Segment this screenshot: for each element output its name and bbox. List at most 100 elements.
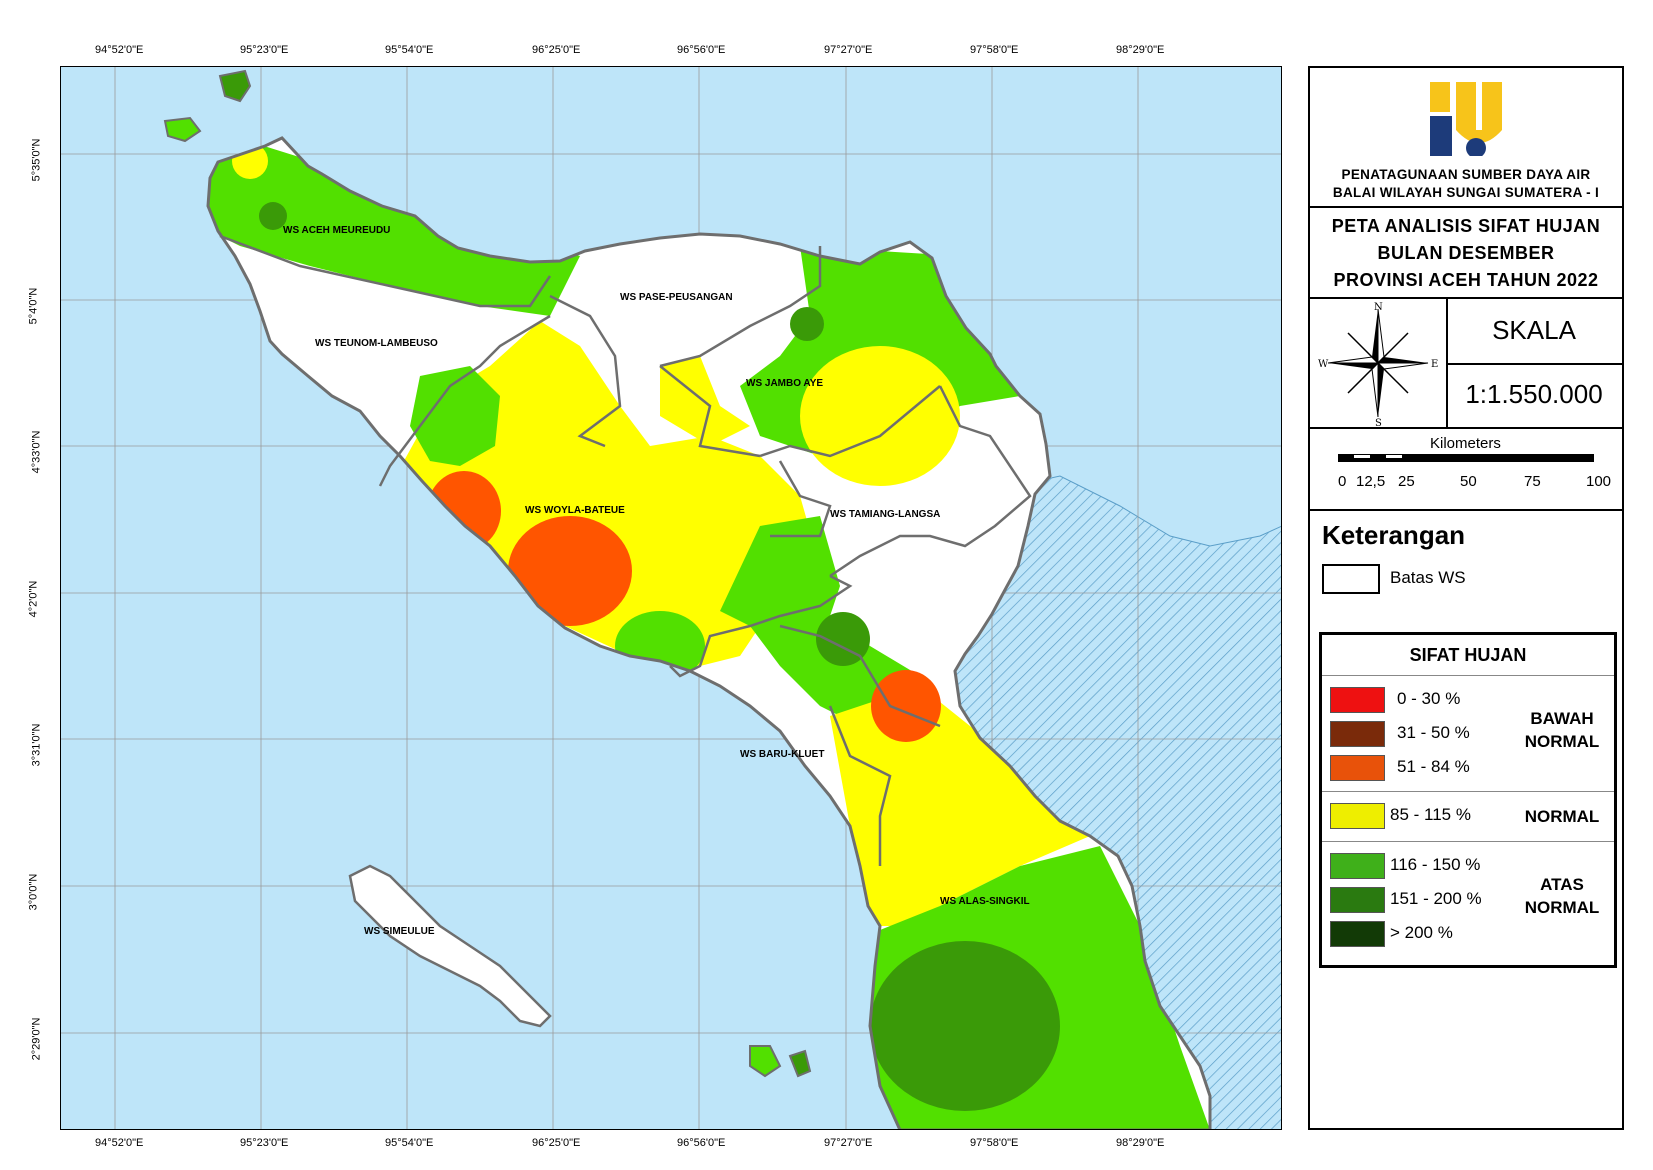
lon-label: 96°56'0"E — [677, 1137, 726, 1149]
legend-range: 51 - 84 % — [1397, 757, 1470, 776]
simeulue-island — [348, 864, 552, 1028]
compass-n: N — [1374, 302, 1383, 313]
group-atas-normal: ATAS NORMAL — [1512, 873, 1612, 919]
lon-label: 95°23'0"E — [240, 44, 289, 56]
scale-tick: 0 — [1338, 473, 1347, 490]
legend-range: 0 - 30 % — [1397, 689, 1461, 708]
map-title-line-3: PROVINSI ACEH TAHUN 2022 — [1333, 270, 1599, 290]
compass-scale-section: N S W E SKALA 1:1.550.000 — [1310, 299, 1622, 429]
zone-above-normal-dark — [790, 307, 824, 341]
lat-label: 2°29'0"N — [30, 1017, 43, 1061]
lon-label: 97°27'0"E — [824, 1137, 873, 1149]
small-island — [749, 1045, 782, 1078]
scale-tick: 100 — [1586, 473, 1612, 490]
lon-label: 96°25'0"E — [532, 1137, 581, 1149]
sifat-hujan-title: SIFAT HUJAN — [1409, 645, 1527, 665]
skala-label-box: SKALA — [1446, 299, 1622, 365]
scale-tick: 25 — [1398, 473, 1415, 490]
zone-normal — [830, 686, 1090, 926]
lon-label: 97°27'0"E — [824, 44, 873, 56]
legend-range: 31 - 50 % — [1397, 723, 1470, 742]
legend-swatch — [1330, 721, 1385, 747]
lon-label: 96°56'0"E — [677, 44, 726, 56]
legend-swatch — [1330, 921, 1385, 947]
small-island — [163, 116, 202, 143]
region-label: WS ALAS-SINGKIL — [940, 896, 1030, 907]
map-info-panel: PENATAGUNAAN SUMBER DAYA AIR BALAI WILAY… — [1308, 66, 1624, 1130]
legend-swatch — [1330, 755, 1385, 781]
zone-above-normal-dark — [870, 941, 1060, 1111]
compass-e: E — [1431, 359, 1438, 370]
organization-section: PENATAGUNAAN SUMBER DAYA AIR BALAI WILAY… — [1310, 68, 1622, 208]
small-island — [788, 1049, 812, 1078]
zone-normal — [800, 346, 960, 486]
weh-island — [218, 69, 252, 103]
group-line: NORMAL — [1524, 732, 1600, 751]
region-label: WS ACEH MEUREUDU — [283, 225, 390, 236]
scale-tick: 50 — [1460, 473, 1477, 490]
zone-above-normal — [410, 366, 500, 466]
region-label: WS SIMEULUE — [364, 926, 435, 937]
map-title-line-1: PETA ANALISIS SIFAT HUJAN — [1331, 216, 1601, 236]
rainfall-map[interactable]: WS ACEH MEUREUDU WS TEUNOM-LAMBEUSO WS P… — [60, 66, 1282, 1130]
batas-ws-swatch — [1322, 564, 1380, 594]
lat-label: 5°4'0"N — [27, 287, 40, 325]
zone-below-normal — [871, 670, 941, 742]
lat-label: 4°2'0"N — [27, 580, 40, 618]
group-bawah-normal: BAWAH NORMAL — [1512, 707, 1612, 753]
zone-above-normal-dark — [816, 612, 870, 666]
scale-tick: 12,5 — [1356, 473, 1386, 490]
org-line-2: BALAI WILAYAH SUNGAI SUMATERA - I — [1332, 185, 1600, 200]
lon-label: 97°58'0"E — [970, 1137, 1019, 1149]
lat-label: 3°0'0"N — [27, 873, 40, 911]
skala-value-box: 1:1.550.000 — [1446, 363, 1622, 427]
zone-below-normal — [508, 516, 632, 626]
lat-label: 4°33'0"N — [30, 430, 43, 474]
scalebar-section: Kilometers 0 12,5 25 50 75 100 — [1310, 429, 1622, 511]
lon-label: 98°29'0"E — [1116, 44, 1165, 56]
group-line: ATAS — [1540, 875, 1584, 894]
group-normal: NORMAL — [1524, 807, 1600, 826]
zone-above-normal-dark — [259, 202, 287, 230]
lon-label: 94°52'0"E — [95, 44, 144, 56]
scale-tick: 75 — [1524, 473, 1541, 490]
region-label: WS PASE-PEUSANGAN — [620, 292, 733, 303]
lon-label: 95°54'0"E — [385, 44, 434, 56]
skala-label: SKALA — [1492, 315, 1576, 345]
pu-logo — [1430, 82, 1502, 156]
legend-range: 116 - 150 % — [1390, 855, 1481, 874]
ws-boundaries — [219, 234, 1032, 866]
region-label: WS WOYLA-BATEUE — [525, 505, 625, 516]
legend-swatch — [1330, 803, 1385, 829]
skala-value: 1:1.550.000 — [1465, 379, 1603, 409]
region-label: WS TEUNOM-LAMBEUSO — [315, 338, 438, 349]
lat-label: 5°35'0"N — [30, 138, 43, 182]
lon-label: 95°54'0"E — [385, 1137, 434, 1149]
region-label: WS JAMBO AYE — [746, 378, 823, 389]
north-arrow-icon: N S W E — [1318, 302, 1438, 429]
sifat-hujan-legend: SIFAT HUJAN 0 - 30 % 31 - 50 % 51 - 84 %… — [1319, 632, 1617, 968]
legend-range: 151 - 200 % — [1390, 889, 1482, 908]
legend-range: > 200 % — [1390, 923, 1453, 942]
map-title-line-2: BULAN DESEMBER — [1377, 243, 1555, 263]
legend-title: Keterangan — [1322, 520, 1466, 550]
scalebar-unit: Kilometers — [1430, 435, 1501, 452]
group-line: NORMAL — [1524, 898, 1600, 917]
region-label: WS BARU-KLUET — [740, 749, 824, 760]
legend-range: 85 - 115 % — [1390, 805, 1471, 824]
batas-ws-label: Batas WS — [1390, 568, 1466, 587]
lon-label: 97°58'0"E — [970, 44, 1019, 56]
group-line: BAWAH — [1530, 709, 1594, 728]
scalebar — [1338, 454, 1594, 462]
legend-swatch — [1330, 687, 1385, 713]
compass-s: S — [1375, 418, 1382, 427]
lon-label: 96°25'0"E — [532, 44, 581, 56]
compass-w: W — [1318, 359, 1329, 370]
org-line-1: PENATAGUNAAN SUMBER DAYA AIR — [1341, 167, 1591, 182]
lon-label: 95°23'0"E — [240, 1137, 289, 1149]
title-section: PETA ANALISIS SIFAT HUJAN BULAN DESEMBER… — [1310, 208, 1622, 299]
zone-above-normal — [208, 138, 580, 316]
lat-label: 3°31'0"N — [30, 723, 43, 767]
legend-swatch — [1330, 853, 1385, 879]
region-label: WS TAMIANG-LANGSA — [830, 509, 940, 520]
